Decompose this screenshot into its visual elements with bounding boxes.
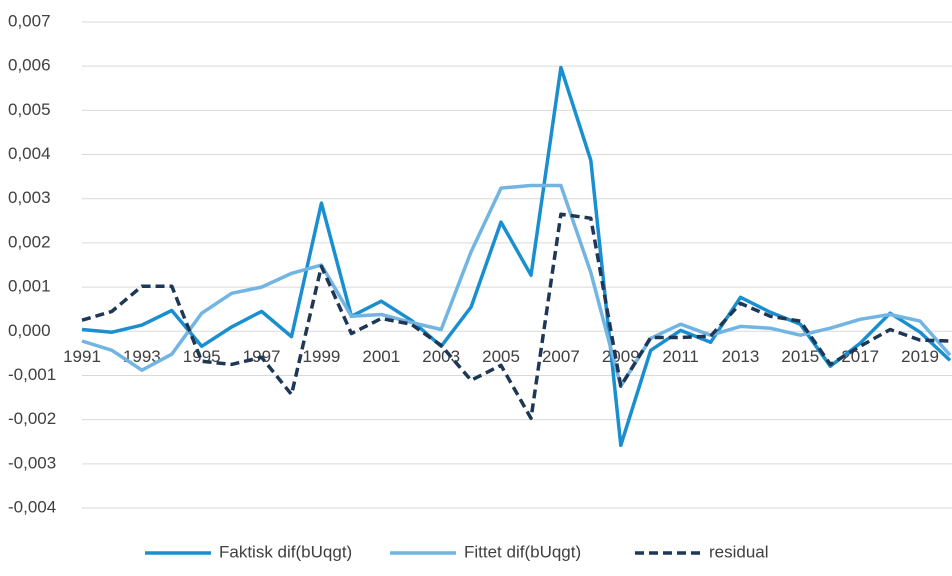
y-tick-label: 0,003 [8,188,51,207]
y-tick-label: -0,003 [8,453,56,472]
x-tick-label: 1999 [303,347,341,366]
series-line [81,212,951,421]
y-tick-label: -0,001 [8,365,56,384]
legend-label: residual [709,542,769,561]
x-tick-label: 2005 [482,347,520,366]
series-line [81,183,952,388]
y-tick-label: 0,006 [8,56,51,75]
legend-label: Fittet dif(bUqgt) [464,542,581,561]
y-tick-label: 0,000 [8,321,51,340]
x-tick-label: 2011 [662,347,699,366]
x-tick-label: 1991 [63,347,101,366]
y-tick-label: -0,002 [8,409,56,428]
y-tick-label: 0,004 [8,144,51,163]
x-tick-label: 2007 [542,347,580,366]
x-tick-label: 2001 [362,347,400,366]
x-tick-label: 1993 [123,347,161,366]
y-tick-label: 0,005 [8,100,51,119]
legend-label: Faktisk dif(bUqgt) [219,542,352,561]
x-tick-label: 2017 [841,347,879,366]
y-tick-label: -0,004 [8,497,56,516]
x-tick-label: 1995 [183,347,221,366]
x-tick-label: 2013 [722,347,760,366]
y-tick-label: 0,001 [8,277,51,296]
x-tick-label: 2003 [422,347,460,366]
y-tick-label: 0,007 [8,11,51,30]
y-tick-label: 0,002 [8,232,51,251]
x-tick-label: 2019 [901,347,939,366]
x-tick-label: 2015 [781,347,819,366]
